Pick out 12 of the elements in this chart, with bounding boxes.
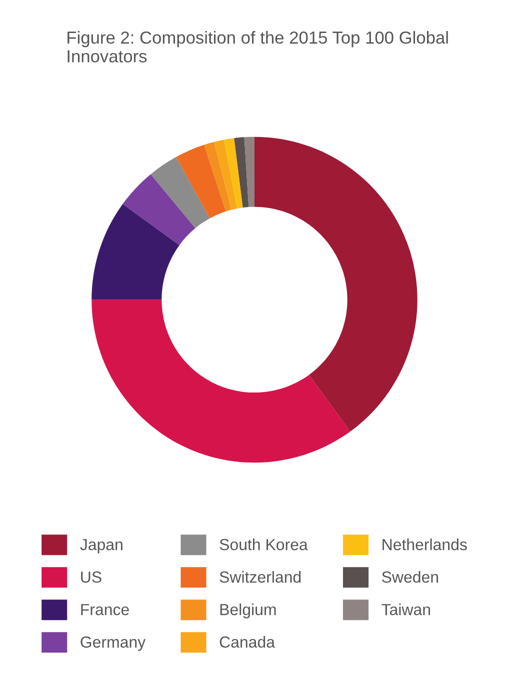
legend-label: Canada [220, 636, 275, 648]
legend-label: Netherlands [382, 538, 467, 550]
legend-label: Japan [80, 539, 122, 554]
legend-label: Germany [80, 636, 146, 651]
chart-title: Figure 2: Composition of the 2015 Top 100 Global Innovators [68, 31, 448, 62]
legend-label: South Korea [220, 538, 308, 550]
legend-label: US [81, 571, 102, 583]
legend-label: Sweden [382, 570, 438, 583]
legend-label: France [81, 604, 129, 616]
legend-label: Switzerland [220, 570, 301, 583]
legend-label: Taiwan [382, 603, 430, 616]
legend-label: Belgium [220, 603, 276, 618]
